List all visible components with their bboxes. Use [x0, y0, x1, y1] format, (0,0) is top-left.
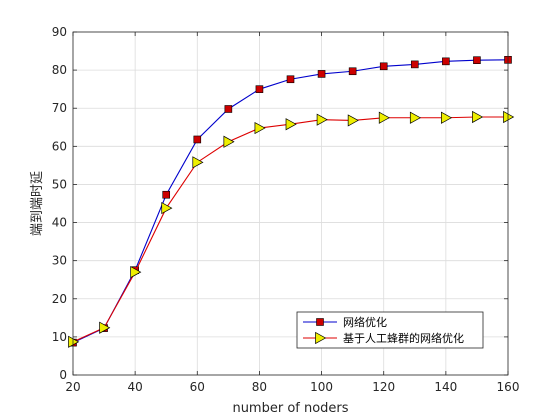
series-1-point [224, 105, 233, 113]
series-2 [68, 110, 515, 348]
x-tick-label: 160 [497, 380, 520, 394]
legend-swatch-marker [315, 331, 327, 345]
x-tick-label: 20 [65, 380, 80, 394]
y-tick-label: 90 [52, 25, 67, 39]
legend-label: 基于人工蜂群的网络优化 [343, 331, 464, 345]
series-2-point [378, 111, 390, 124]
series-2-point [472, 110, 484, 124]
ticks: 20 40 60 80 100 120 140 160 0 10 20 30 40 50 60 70 80 90 [52, 25, 520, 394]
series-1-point [286, 75, 295, 84]
series-layer [68, 56, 515, 348]
series-2-point [254, 121, 266, 135]
legend-label: 网络优化 [343, 315, 387, 329]
series-1-point [410, 60, 419, 69]
series-1 [69, 56, 512, 347]
legend-swatch-marker [316, 318, 324, 326]
series-1-point [162, 190, 171, 199]
x-tick-label: 80 [252, 380, 267, 394]
x-tick-label: 100 [310, 380, 333, 394]
y-tick-label: 40 [52, 216, 67, 230]
series-1-point [348, 67, 357, 76]
legend-box [296, 311, 484, 349]
y-tick-label: 60 [52, 139, 67, 153]
y-tick-label: 80 [52, 63, 67, 77]
y-tick-label: 30 [52, 254, 67, 268]
y-tick-label: 70 [52, 101, 67, 115]
y-axis-title: 端到端时延 [30, 171, 45, 236]
series-2-point [192, 156, 204, 169]
y-tick-label: 10 [52, 330, 67, 344]
x-tick-label: 40 [128, 380, 143, 394]
series-2-point [503, 110, 515, 124]
series-2-point [99, 321, 111, 334]
series-1-point [442, 57, 450, 66]
series-2-point [316, 113, 328, 126]
series-2-point [285, 118, 297, 131]
series-2-point [68, 335, 80, 348]
series-1-point [317, 70, 326, 78]
series-1-point [379, 62, 388, 71]
series-2-point [130, 266, 142, 279]
y-tick-label: 50 [52, 177, 67, 191]
series-2-point [347, 114, 359, 127]
x-tick-label: 140 [434, 380, 457, 394]
series-2-point [409, 111, 422, 124]
series-2-point [441, 111, 453, 124]
x-tick-label: 60 [190, 380, 205, 394]
plot-frame [72, 31, 509, 376]
series-1-point [255, 85, 264, 93]
series-2-point [161, 201, 173, 215]
series-2-point [223, 135, 235, 148]
y-tick-label: 20 [52, 292, 67, 306]
x-axis-title: number of noders [232, 401, 348, 416]
y-tick-label: 0 [59, 368, 67, 382]
x-tick-label: 120 [372, 380, 395, 394]
series-1-point [473, 56, 481, 65]
series-1-point [193, 135, 202, 144]
